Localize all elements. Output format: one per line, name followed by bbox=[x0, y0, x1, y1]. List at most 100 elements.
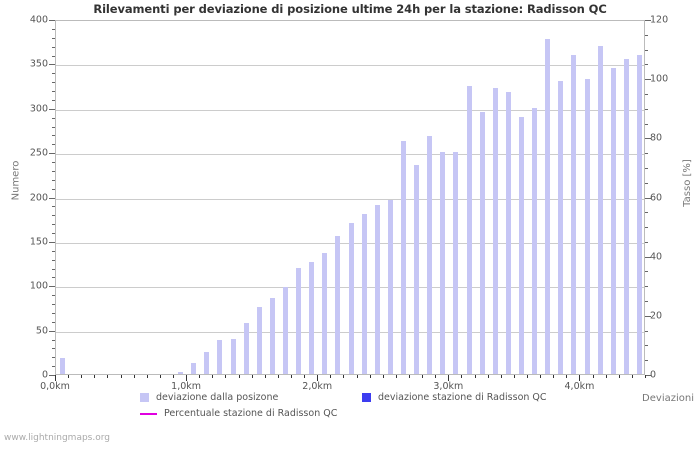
y-axis-left-labels: 0 50 100 150 200 250 300 350 400 bbox=[0, 15, 48, 381]
bar bbox=[60, 358, 66, 374]
x-axis-minor-tick bbox=[212, 375, 213, 378]
y-axis-right-minor-tick bbox=[645, 168, 648, 169]
bar bbox=[492, 88, 498, 374]
legend-item-deviation-position[interactable]: deviazione dalla posizone bbox=[140, 392, 278, 403]
x-axis-minor-tick bbox=[383, 375, 384, 378]
bar bbox=[466, 85, 472, 374]
x-axis-minor-tick bbox=[291, 375, 292, 378]
x-axis-minor-tick bbox=[488, 375, 489, 378]
x-axis-minor-tick bbox=[422, 375, 423, 378]
x-axis-tick bbox=[55, 375, 56, 381]
x-axis-minor-tick bbox=[566, 375, 567, 378]
bar bbox=[427, 136, 433, 374]
chart-title: Rilevamenti per deviazione di posizione … bbox=[93, 2, 607, 16]
x-axis-minor-tick bbox=[121, 375, 122, 378]
x-axis-labels: 0,0km 1,0km 2,0km 3,0km 4,0km bbox=[0, 381, 700, 395]
bar bbox=[361, 214, 367, 374]
y-axis-right-minor-tick bbox=[645, 153, 648, 154]
bar bbox=[230, 338, 236, 374]
bar bbox=[623, 58, 629, 374]
bar bbox=[636, 54, 642, 374]
y-axis-right-tick-label: 0 bbox=[650, 369, 657, 381]
bar bbox=[348, 223, 354, 374]
x-axis-minor-tick bbox=[147, 375, 148, 378]
bar bbox=[440, 152, 446, 374]
bar bbox=[178, 372, 184, 374]
y-axis-left-tick-label: 200 bbox=[29, 192, 48, 203]
y-axis-right-tick-label: 120 bbox=[650, 14, 669, 26]
x-axis-minor-tick bbox=[225, 375, 226, 378]
y-axis-left-tick-label: 250 bbox=[29, 147, 48, 159]
x-axis-minor-tick bbox=[239, 375, 240, 378]
y-axis-right-tick-label: 60 bbox=[650, 192, 663, 203]
y-axis-left-tick-label: 0 bbox=[41, 369, 48, 381]
legend-item-station-percentage[interactable]: Percentuale stazione di Radisson QC bbox=[140, 408, 337, 419]
bar bbox=[610, 67, 616, 374]
bar bbox=[558, 81, 564, 374]
x-axis-minor-tick bbox=[173, 375, 174, 378]
y-axis-right-minor-tick bbox=[645, 360, 648, 361]
x-axis-minor-tick bbox=[396, 375, 397, 378]
x-axis-tick bbox=[579, 375, 580, 381]
gridline bbox=[56, 65, 644, 66]
x-axis-minor-tick bbox=[330, 375, 331, 378]
y-axis-right-tick-label: 20 bbox=[650, 310, 663, 322]
x-axis-title: Deviazioni bbox=[642, 393, 694, 404]
x-axis-tick-label: 3,0km bbox=[433, 381, 464, 392]
y-axis-right-minor-tick bbox=[645, 345, 648, 346]
x-axis-minor-tick bbox=[265, 375, 266, 378]
bar bbox=[191, 363, 197, 374]
bars-layer bbox=[56, 21, 644, 374]
legend-swatch-station-deviation bbox=[362, 393, 371, 402]
bar bbox=[505, 91, 511, 374]
y-axis-left-tick-label: 150 bbox=[29, 236, 48, 248]
y-axis-right-minor-tick bbox=[645, 94, 648, 95]
x-axis-minor-tick bbox=[357, 375, 358, 378]
bar bbox=[400, 141, 406, 374]
bar bbox=[387, 200, 393, 374]
x-axis-tick bbox=[317, 375, 318, 381]
gridline bbox=[56, 110, 644, 111]
bar bbox=[414, 165, 420, 374]
x-axis-minor-tick bbox=[252, 375, 253, 378]
bar bbox=[296, 267, 302, 374]
x-axis-tick-label: 4,0km bbox=[564, 381, 595, 392]
y-axis-right-minor-tick bbox=[645, 331, 648, 332]
x-axis-minor-tick bbox=[514, 375, 515, 378]
legend-line-station-percentage bbox=[140, 412, 157, 415]
x-axis-minor-tick bbox=[475, 375, 476, 378]
x-axis-minor-tick bbox=[68, 375, 69, 378]
x-axis-minor-tick bbox=[278, 375, 279, 378]
x-axis-minor-tick bbox=[527, 375, 528, 378]
x-axis-tick bbox=[448, 375, 449, 381]
x-axis-minor-tick bbox=[81, 375, 82, 378]
legend-item-station-deviation[interactable]: deviazione stazione di Radisson QC bbox=[362, 392, 547, 403]
y-axis-right-minor-tick bbox=[645, 227, 648, 228]
x-axis-minor-tick bbox=[409, 375, 410, 378]
bar bbox=[204, 351, 210, 374]
bar bbox=[571, 54, 577, 374]
bar bbox=[269, 297, 275, 374]
bar bbox=[453, 152, 459, 374]
y-axis-right-labels: 0 20 40 60 80 100 120 bbox=[650, 15, 690, 381]
x-axis-minor-tick bbox=[304, 375, 305, 378]
y-axis-right-minor-tick bbox=[645, 64, 648, 65]
x-axis-minor-tick bbox=[501, 375, 502, 378]
x-axis-minor-tick bbox=[160, 375, 161, 378]
chart-legend: deviazione dalla posizone deviazione sta… bbox=[0, 392, 700, 432]
x-axis-tick-label: 1,0km bbox=[171, 381, 202, 392]
y-axis-right-minor-tick bbox=[645, 212, 648, 213]
bar bbox=[374, 205, 380, 374]
y-axis-right-minor-tick bbox=[645, 35, 648, 36]
y-axis-right-tick-label: 100 bbox=[650, 73, 669, 85]
watermark-text: www.lightningmaps.org bbox=[4, 433, 110, 443]
y-axis-left-title: Numero bbox=[10, 160, 22, 201]
x-axis-minor-tick bbox=[94, 375, 95, 378]
x-axis-minor-tick bbox=[645, 375, 646, 378]
y-axis-left-tick-label: 400 bbox=[29, 14, 48, 26]
y-axis-right-minor-tick bbox=[645, 242, 648, 243]
y-axis-right-minor-tick bbox=[645, 301, 648, 302]
x-axis-minor-tick bbox=[107, 375, 108, 378]
y-axis-right-tick-label: 80 bbox=[650, 132, 663, 144]
